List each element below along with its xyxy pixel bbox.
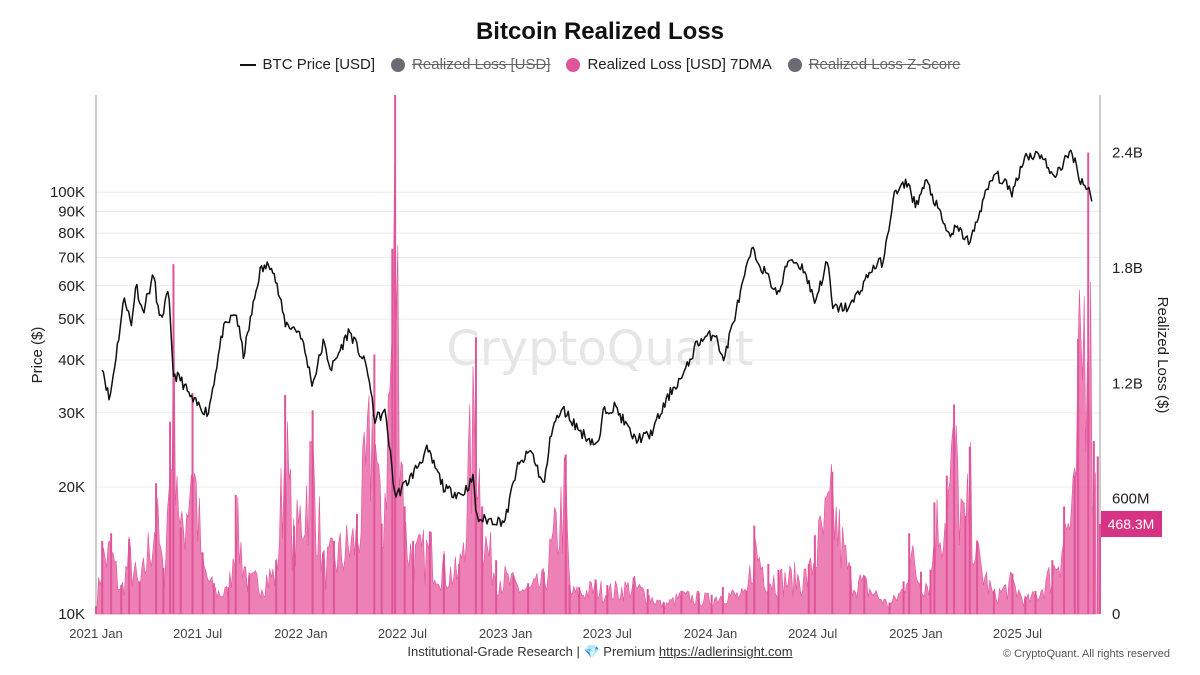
y-left-tick-label: 80K [58,225,85,242]
legend-dot-icon [391,57,406,72]
y-left-tick-label: 100K [50,184,85,201]
y-right-tick-label: 0 [1112,606,1120,623]
y-right-tick-label: 1.8B [1112,260,1143,277]
btc-price-line [101,149,1093,527]
y-left-tick-label: 90K [58,204,85,221]
legend-line-icon [239,63,256,66]
gem-icon: 💎 [583,644,600,659]
y-left-tick-label: 70K [58,250,85,267]
legend-item-z-score[interactable]: Realized Loss Z-Score [787,56,961,73]
copyright: © CryptoQuant. All rights reserved [1002,648,1170,660]
y-right-tick-label: 1.2B [1112,375,1143,392]
x-tick-label: 2021 Jan [69,626,123,641]
x-tick-label: 2025 Jul [993,626,1042,641]
last-value-label: 468.3M [1108,516,1155,532]
watermark: CryptoQuant [446,321,753,377]
y-right-tick-label: 2.4B [1112,145,1143,162]
legend-label: BTC Price [USD] [262,56,376,73]
footer-premium: Premium [599,644,659,659]
x-tick-label: 2022 Jan [274,626,328,641]
y-left-tick-label: 60K [58,278,85,295]
footer-link[interactable]: https://adlerinsight.com [658,644,793,659]
y-left-tick-label: 40K [58,352,85,369]
legend-dot-icon [566,57,581,72]
x-tick-label: 2024 Jan [684,626,738,641]
x-tick-label: 2021 Jul [173,626,222,641]
footer: Institutional-Grade Research | 💎 Premium… [0,644,1200,660]
y-left-axis-label: Price ($) [29,327,46,384]
y-left-tick-label: 10K [58,606,85,623]
y-left-tick-label: 20K [58,479,85,496]
legend-item-btc-price[interactable]: BTC Price [USD] [239,56,376,73]
legend-label: Realized Loss Z-Score [808,56,961,73]
legend-label: Realized Loss [USD] 7DMA [587,56,772,73]
legend: BTC Price [USD] Realized Loss [USD] Real… [0,56,1200,73]
legend-dot-icon [787,57,802,72]
last-value-badge [1101,510,1162,537]
chart-title: Bitcoin Realized Loss [475,18,725,45]
x-tick-label: 2023 Jul [583,626,632,641]
x-tick-label: 2022 Jul [378,626,427,641]
y-left-tick-label: 50K [58,311,85,328]
footer-text: Institutional-Grade Research | [407,644,584,659]
x-tick-label: 2024 Jul [788,626,837,641]
y-right-tick-label: 600M [1112,491,1150,508]
x-tick-label: 2023 Jan [479,626,533,641]
legend-item-realized-loss[interactable]: Realized Loss [USD] [391,56,550,73]
legend-label: Realized Loss [USD] [412,56,551,73]
realized-loss-series [95,95,1101,615]
x-tick-label: 2025 Jan [889,626,943,641]
y-right-axis-label: Realized Loss ($) [1154,297,1171,414]
y-left-tick-label: 30K [58,405,85,422]
legend-item-realized-loss-7dma[interactable]: Realized Loss [USD] 7DMA [566,56,772,73]
